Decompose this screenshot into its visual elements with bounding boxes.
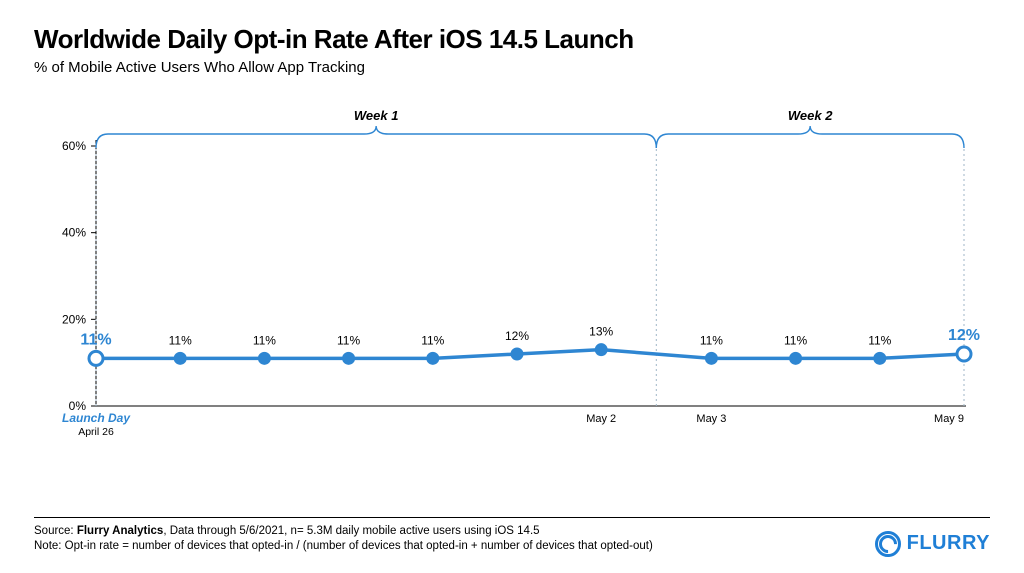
svg-text:11%: 11% [169, 333, 192, 347]
svg-text:Launch Day: Launch Day [62, 411, 131, 425]
source-bold: Flurry Analytics [77, 525, 164, 537]
footer-divider [34, 517, 990, 518]
svg-text:11%: 11% [421, 333, 444, 347]
svg-text:11%: 11% [784, 333, 807, 347]
line-chart-svg: 0%20%40%60%Week 1Week 211%11%11%11%11%12… [34, 96, 990, 476]
svg-text:11%: 11% [868, 333, 891, 347]
svg-text:11%: 11% [253, 333, 276, 347]
svg-text:April 26: April 26 [78, 426, 114, 438]
footer-note-line: Note: Opt-in rate = number of devices th… [34, 539, 990, 555]
svg-text:12%: 12% [948, 327, 980, 344]
svg-text:11%: 11% [700, 333, 723, 347]
svg-text:May 3: May 3 [696, 413, 726, 425]
footer: Source: Flurry Analytics, Data through 5… [34, 517, 990, 555]
svg-text:May 2: May 2 [586, 413, 616, 425]
svg-text:12%: 12% [505, 329, 529, 343]
chart-title: Worldwide Daily Opt-in Rate After iOS 14… [34, 24, 990, 55]
flurry-logo-text: FLURRY [907, 530, 990, 557]
svg-text:20%: 20% [62, 312, 86, 326]
svg-text:May 9: May 9 [934, 413, 964, 425]
footer-source-line: Source: Flurry Analytics, Data through 5… [34, 524, 990, 540]
svg-text:60%: 60% [62, 139, 86, 153]
svg-text:40%: 40% [62, 226, 86, 240]
svg-text:13%: 13% [589, 325, 613, 339]
svg-text:Week 2: Week 2 [788, 108, 833, 123]
flurry-logo: FLURRY [875, 530, 990, 557]
flurry-logo-icon [875, 531, 901, 557]
svg-text:11%: 11% [337, 333, 360, 347]
svg-text:Week 1: Week 1 [354, 108, 399, 123]
source-prefix: Source: [34, 525, 77, 537]
chart-area: 0%20%40%60%Week 1Week 211%11%11%11%11%12… [34, 96, 990, 476]
svg-text:11%: 11% [80, 331, 111, 348]
chart-subtitle: % of Mobile Active Users Who Allow App T… [34, 59, 990, 76]
source-rest: , Data through 5/6/2021, n= 5.3M daily m… [163, 525, 539, 537]
